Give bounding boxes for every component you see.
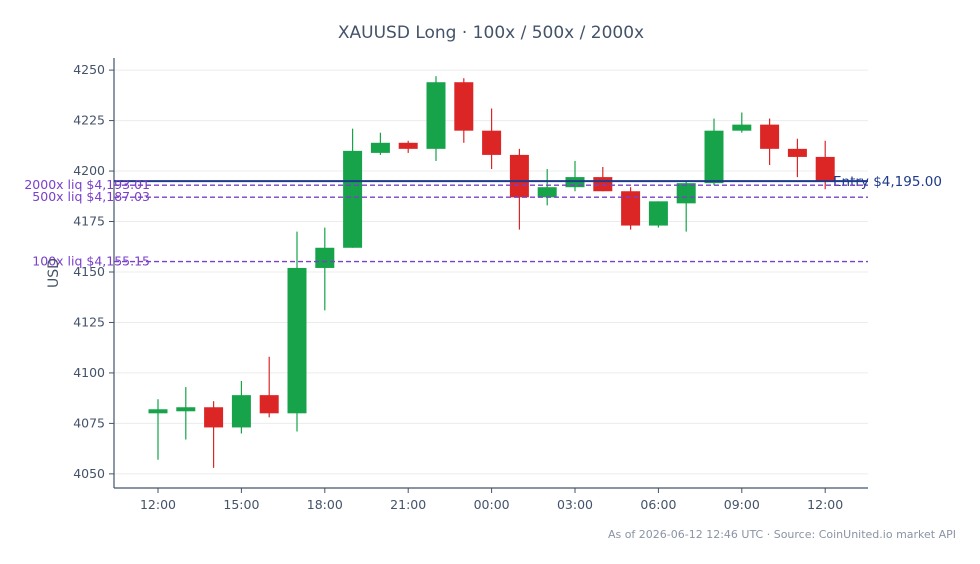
entry-label: Entry $4,195.00 — [833, 174, 942, 190]
y-tick-label: 4200 — [73, 163, 105, 178]
y-tick-label: 4175 — [73, 214, 105, 229]
candle-body — [648, 201, 668, 226]
candle — [454, 78, 474, 143]
candle — [482, 108, 502, 170]
y-tick-label: 4250 — [73, 62, 105, 77]
candle-body — [732, 124, 752, 131]
candle — [704, 118, 724, 186]
candle — [259, 356, 279, 418]
chart-title: XAUUSD Long · 100x / 500x / 2000x — [338, 23, 644, 43]
candle-body — [593, 177, 613, 192]
candle-body — [231, 395, 251, 428]
liquidation-label: 500x liq $4,187.03 — [32, 189, 150, 204]
candle — [204, 401, 224, 468]
candle — [621, 187, 641, 230]
candle — [509, 148, 529, 230]
candle-body — [370, 142, 390, 153]
candles — [148, 76, 835, 468]
footer-note: As of 2026-06-12 12:46 UTC · Source: Coi… — [608, 528, 956, 541]
candle — [315, 227, 335, 311]
y-tick-label: 4150 — [73, 264, 105, 279]
y-tick-label: 4075 — [73, 415, 105, 430]
candle-body — [509, 154, 529, 198]
candle — [732, 112, 752, 133]
candle-body — [287, 267, 307, 414]
x-tick-label: 06:00 — [640, 497, 676, 512]
y-axis-label: USD — [46, 258, 62, 288]
candle-body — [454, 82, 474, 131]
y-tick-label: 4100 — [73, 365, 105, 380]
x-tick-label: 18:00 — [307, 497, 343, 512]
candle — [426, 76, 446, 161]
candle-body — [148, 409, 168, 414]
candle — [287, 231, 307, 432]
x-tick-label: 21:00 — [390, 497, 426, 512]
candle-body — [565, 177, 585, 188]
candle-body — [426, 82, 446, 149]
candle-body — [398, 142, 418, 149]
candle-body — [259, 395, 279, 414]
x-tick-label: 03:00 — [557, 497, 593, 512]
candle-body — [787, 148, 807, 157]
candle-body — [676, 183, 696, 204]
x-tick-label: 15:00 — [223, 497, 259, 512]
y-tick-label: 4225 — [73, 113, 105, 128]
candle-body — [815, 156, 835, 182]
candle — [231, 381, 251, 434]
candle — [565, 160, 585, 192]
y-tick-label: 4050 — [73, 466, 105, 481]
candle — [648, 201, 668, 228]
x-tick-label: 09:00 — [724, 497, 760, 512]
candle — [148, 399, 168, 460]
x-tick-label: 00:00 — [474, 497, 510, 512]
x-tick-label: 12:00 — [140, 497, 176, 512]
candle-body — [176, 407, 196, 412]
candle-body — [315, 247, 335, 268]
x-tick-label: 12:00 — [807, 497, 843, 512]
candle-body — [621, 191, 641, 226]
liquidation-label: 2000x liq $4,193.01 — [24, 177, 150, 192]
candle — [176, 387, 196, 440]
candle — [787, 138, 807, 178]
candle-body — [204, 407, 224, 428]
candle-body — [760, 124, 780, 149]
liquidation-label: 100x liq $4,155.15 — [32, 254, 150, 269]
candle — [343, 128, 363, 248]
candle — [760, 118, 780, 165]
candle-body — [482, 130, 502, 155]
candle — [537, 169, 557, 206]
candle — [676, 181, 696, 232]
candle-body — [704, 130, 724, 184]
candle-body — [537, 187, 557, 198]
axes: 4050 4075 4100 4125 4150 4175 4200 4225 4250 12:0… — [73, 58, 868, 512]
y-tick-label: 4125 — [73, 314, 105, 329]
candle — [398, 140, 418, 153]
candle-body — [343, 150, 363, 248]
candle — [370, 132, 390, 155]
